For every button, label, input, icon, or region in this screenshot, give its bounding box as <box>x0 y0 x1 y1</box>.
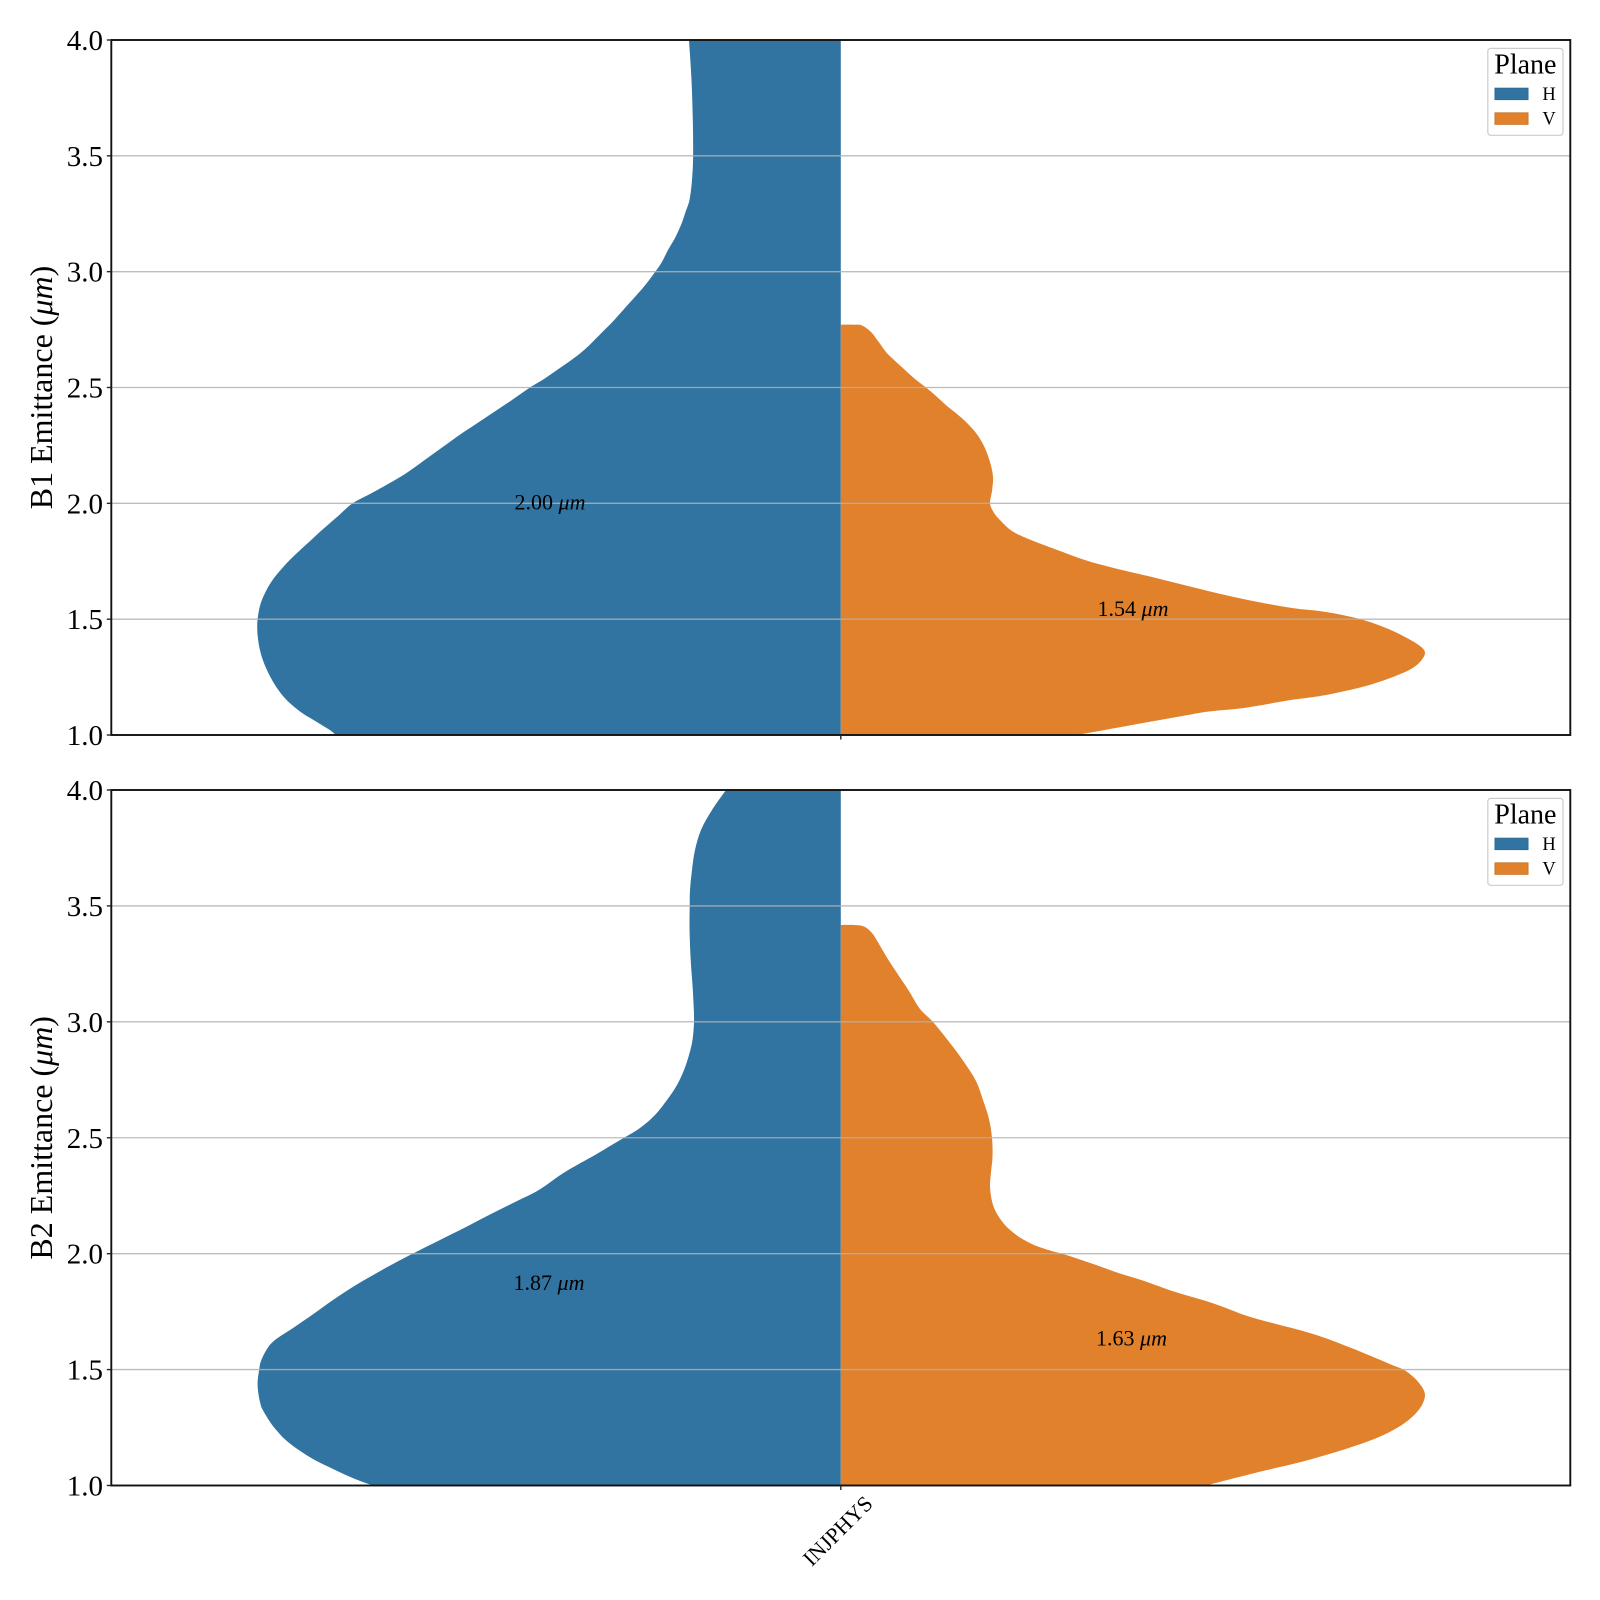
svg-text:2.5: 2.5 <box>67 373 103 405</box>
svg-text:V: V <box>1542 110 1556 130</box>
svg-text:4.0: 4.0 <box>67 775 103 807</box>
svg-text:1.5: 1.5 <box>67 1355 103 1387</box>
svg-text:1.87 μm: 1.87 μm <box>514 1270 585 1295</box>
svg-text:B1 Emittance (μm): B1 Emittance (μm) <box>23 266 59 510</box>
svg-text:1.5: 1.5 <box>67 604 103 636</box>
svg-text:3.5: 3.5 <box>67 891 103 923</box>
svg-text:1.54 μm: 1.54 μm <box>1098 596 1169 621</box>
svg-text:2.0: 2.0 <box>67 1239 103 1271</box>
svg-text:1.63 μm: 1.63 μm <box>1096 1326 1167 1351</box>
svg-text:B2 Emittance (μm): B2 Emittance (μm) <box>23 1016 59 1260</box>
svg-text:2.00 μm: 2.00 μm <box>515 490 586 515</box>
svg-text:V: V <box>1542 860 1556 880</box>
svg-text:H: H <box>1542 85 1555 105</box>
svg-text:1.0: 1.0 <box>67 1471 103 1503</box>
svg-text:Plane: Plane <box>1494 50 1556 81</box>
svg-text:3.5: 3.5 <box>67 141 103 173</box>
svg-text:2.5: 2.5 <box>67 1123 103 1155</box>
svg-text:3.0: 3.0 <box>67 1007 103 1039</box>
svg-text:1.0: 1.0 <box>67 720 103 752</box>
svg-text:2.0: 2.0 <box>67 488 103 520</box>
svg-text:3.0: 3.0 <box>67 257 103 289</box>
svg-text:Plane: Plane <box>1494 800 1556 831</box>
svg-text:H: H <box>1542 835 1555 855</box>
svg-text:4.0: 4.0 <box>67 25 103 57</box>
